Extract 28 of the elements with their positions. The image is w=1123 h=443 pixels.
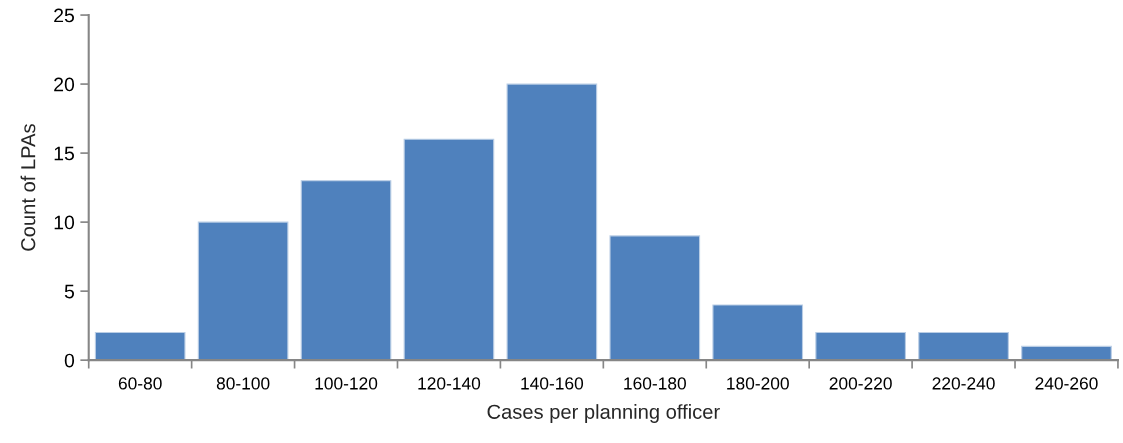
bar: [918, 331, 1009, 361]
x-tick-label: 140-160: [521, 377, 584, 390]
bar: [403, 138, 495, 361]
y-axis-title: Count of LPAs: [20, 124, 36, 251]
x-tick-label: 160-180: [624, 377, 686, 390]
x-tick-label: 220-240: [932, 377, 995, 390]
x-tick-label: 60-80: [118, 377, 162, 390]
x-tick-label: 100-120: [315, 377, 378, 390]
y-tick-label: 25: [54, 8, 75, 23]
bar: [1021, 345, 1112, 361]
y-tick-label: 0: [64, 353, 75, 368]
bar: [712, 304, 804, 361]
x-tick-label: 180-200: [727, 377, 789, 390]
bar: [94, 331, 186, 361]
y-tick-label: 5: [64, 284, 75, 299]
x-tick-label: 120-140: [418, 377, 481, 390]
bar: [300, 180, 392, 361]
x-tick-label: 200-220: [829, 377, 892, 390]
x-tick-label: 80-100: [216, 377, 270, 390]
bar: [609, 235, 701, 361]
x-tick-label: 240-260: [1035, 377, 1098, 390]
bar: [815, 331, 906, 361]
bar: [197, 221, 289, 361]
bar: [506, 83, 598, 361]
y-tick-label: 20: [54, 77, 75, 92]
y-tick-label: 15: [54, 146, 75, 161]
y-tick-label: 10: [54, 215, 75, 230]
x-axis-title: Cases per planning officer: [487, 404, 720, 423]
